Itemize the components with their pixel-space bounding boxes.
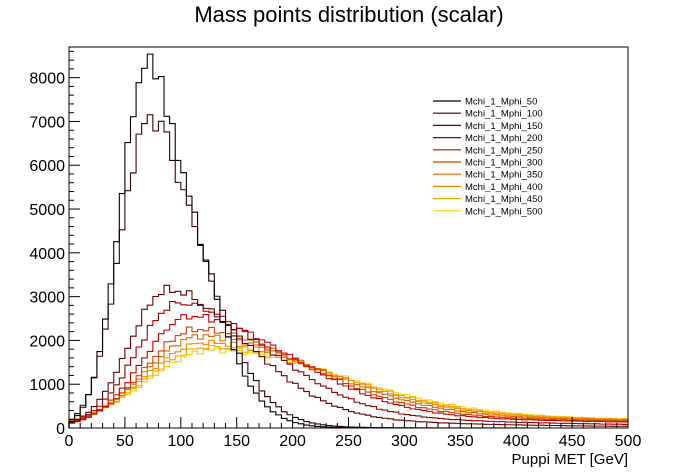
y-tick-label: 2000 xyxy=(29,333,65,350)
y-tick-label: 1000 xyxy=(29,377,65,394)
legend-label: Mchi_1_Mphi_350 xyxy=(465,170,543,181)
y-tick-label: 5000 xyxy=(29,202,65,219)
y-tick-label: 4000 xyxy=(29,246,65,263)
legend-label: Mchi_1_Mphi_500 xyxy=(465,206,543,217)
legend-label: Mchi_1_Mphi_200 xyxy=(465,133,543,144)
legend: Mchi_1_Mphi_50Mchi_1_Mphi_100Mchi_1_Mphi… xyxy=(430,94,557,220)
y-tick-label: 0 xyxy=(56,421,65,438)
x-axis-title: Puppi MET [GeV] xyxy=(512,451,628,468)
x-tick-label: 50 xyxy=(116,433,134,450)
x-tick-label: 200 xyxy=(279,433,306,450)
y-tick-label: 6000 xyxy=(29,158,65,175)
x-tick-label: 400 xyxy=(503,433,530,450)
series-line xyxy=(68,334,628,428)
legend-label: Mchi_1_Mphi_150 xyxy=(465,121,543,132)
x-axis: 0 50 100 150 200 250 300 350 400 450 500 xyxy=(65,417,642,450)
legend-label: Mchi_1_Mphi_300 xyxy=(465,158,543,169)
y-tick-label: 3000 xyxy=(29,290,65,307)
legend-label: Mchi_1_Mphi_400 xyxy=(465,182,543,193)
x-tick-label: 450 xyxy=(559,433,586,450)
chart-title: Mass points distribution (scalar) xyxy=(194,2,503,27)
x-tick-label: 500 xyxy=(615,433,642,450)
legend-label: Mchi_1_Mphi_50 xyxy=(465,97,537,108)
x-tick-label: 150 xyxy=(223,433,250,450)
series-line xyxy=(68,284,628,428)
legend-label: Mchi_1_Mphi_250 xyxy=(465,145,543,156)
legend-label: Mchi_1_Mphi_450 xyxy=(465,194,543,205)
x-tick-label: 350 xyxy=(447,433,474,450)
series-line xyxy=(68,344,628,428)
legend-label: Mchi_1_Mphi_100 xyxy=(465,109,543,120)
x-tick-label: 0 xyxy=(65,433,74,450)
y-tick-label: 7000 xyxy=(29,114,65,131)
series-line xyxy=(68,314,628,428)
series-line xyxy=(68,326,628,428)
series-line xyxy=(68,300,628,428)
x-tick-label: 100 xyxy=(167,433,194,450)
x-tick-label: 300 xyxy=(391,433,418,450)
x-tick-label: 250 xyxy=(335,433,362,450)
y-tick-label: 8000 xyxy=(29,71,65,88)
y-axis: 0 1000 2000 3000 4000 5000 6000 7000 8000 xyxy=(29,50,80,438)
